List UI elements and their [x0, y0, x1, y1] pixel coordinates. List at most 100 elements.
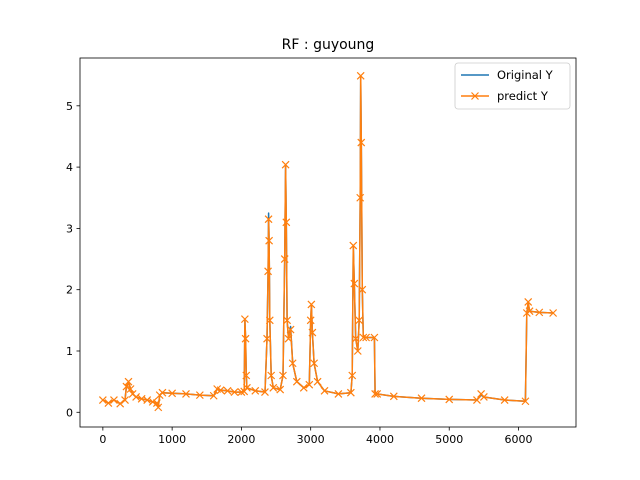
data-point-marker: [223, 386, 232, 395]
legend: Original Y predict Y: [454, 62, 571, 110]
data-point-marker: [124, 377, 133, 386]
data-point-marker: [280, 255, 289, 263]
data-point-marker: [104, 399, 113, 408]
x-tick-label: 6000: [505, 433, 533, 446]
data-point-marker: [269, 383, 278, 392]
data-point-marker: [121, 396, 129, 404]
data-point-marker: [267, 371, 276, 380]
data-point-marker: [154, 403, 163, 412]
data-point-marker: [357, 138, 366, 147]
y-tick-label: 5: [66, 100, 73, 113]
data-point-marker: [168, 389, 177, 398]
data-point-marker: [355, 316, 364, 325]
data-point-marker: [320, 386, 329, 395]
x-tick-label: 3000: [297, 433, 325, 446]
data-point-marker: [132, 393, 141, 401]
data-point-marker: [152, 399, 161, 408]
data-point-marker: [500, 396, 509, 404]
data-point-marker: [286, 325, 295, 334]
data-point-marker: [261, 388, 269, 396]
data-point-marker: [370, 333, 379, 342]
data-point-marker: [350, 279, 359, 288]
data-point-marker: [276, 385, 285, 394]
data-point-marker: [307, 300, 316, 309]
y-tick-label: 2: [66, 284, 73, 297]
data-point-marker: [417, 394, 426, 403]
data-point-marker: [479, 393, 488, 401]
data-point-marker: [305, 380, 314, 389]
data-point-marker: [241, 334, 250, 343]
data-point-marker: [263, 334, 271, 343]
data-point-marker: [264, 215, 273, 224]
data-point-marker: [356, 193, 365, 202]
data-point-marker: [230, 388, 239, 396]
data-point-marker: [281, 160, 290, 169]
data-point-marker: [265, 236, 274, 245]
x-tick-label: 5000: [435, 433, 463, 446]
data-point-marker: [237, 388, 246, 396]
legend-marker: [471, 92, 479, 100]
data-point-marker: [182, 389, 190, 398]
data-point-marker: [525, 307, 534, 316]
legend-label: Original Y: [497, 68, 554, 82]
data-point-marker: [310, 359, 319, 368]
data-point-marker: [362, 333, 371, 342]
data-point-marker: [264, 267, 273, 276]
data-point-marker: [209, 391, 218, 400]
data-point-marker: [195, 391, 204, 400]
data-point-marker: [240, 315, 249, 324]
x-tick-label: 4000: [366, 433, 394, 446]
x-tick-label: 0: [99, 433, 106, 446]
data-point-marker: [299, 383, 308, 392]
x-tick-label: 1000: [158, 433, 186, 446]
data-point-marker: [358, 285, 367, 294]
data-point-marker: [371, 389, 380, 398]
data-point-marker: [265, 316, 274, 325]
data-point-marker: [110, 396, 118, 404]
data-point-marker: [535, 308, 544, 317]
y-tick-label: 4: [66, 161, 73, 174]
y-tick-label: 0: [66, 406, 73, 419]
data-point-marker: [216, 386, 225, 395]
data-point-marker: [373, 389, 382, 398]
data-point-marker: [348, 371, 357, 380]
data-point-marker: [389, 392, 398, 401]
axes-frame: [79, 57, 577, 428]
data-point-marker: [524, 298, 533, 306]
data-point-marker: [334, 389, 343, 398]
data-point-marker: [116, 399, 125, 408]
data-point-marker: [126, 385, 135, 393]
axes: 0 1000 2000 3000 4000 5000 6000 0 1 2 3 4 5: [66, 57, 577, 446]
data-point-marker: [351, 334, 360, 343]
data-point-marker: [143, 396, 152, 404]
data-point-marker: [353, 347, 362, 355]
data-point-marker: [359, 333, 368, 342]
data-point-marker: [349, 241, 358, 250]
data-point-marker: [251, 386, 260, 395]
x-tick-label: 2000: [227, 433, 255, 446]
y-tick-label: 1: [66, 345, 73, 358]
data-point-marker: [284, 334, 293, 343]
data-point-marker: [346, 388, 355, 397]
data-point-marker: [282, 218, 291, 227]
legend-label: predict Y: [497, 89, 549, 103]
data-point-marker: [521, 397, 530, 406]
data-point-marker: [313, 377, 322, 386]
data-point-marker: [549, 309, 558, 317]
data-point-marker: [306, 316, 315, 325]
y-tick-label: 3: [66, 222, 73, 235]
data-point-marker: [288, 359, 297, 368]
data-point-marker: [292, 377, 301, 386]
data-point-marker: [283, 316, 292, 325]
data-point-marker: [473, 396, 481, 404]
data-point-marker: [98, 396, 107, 404]
data-point-marker: [242, 371, 251, 380]
data-point-marker: [445, 395, 454, 404]
chart-title: RF : guyoung: [282, 37, 375, 53]
data-point-marker: [243, 383, 251, 392]
data-point-marker: [308, 328, 317, 337]
data-point-marker: [240, 387, 249, 396]
data-point-marker: [158, 388, 167, 397]
data-point-marker: [122, 382, 131, 391]
